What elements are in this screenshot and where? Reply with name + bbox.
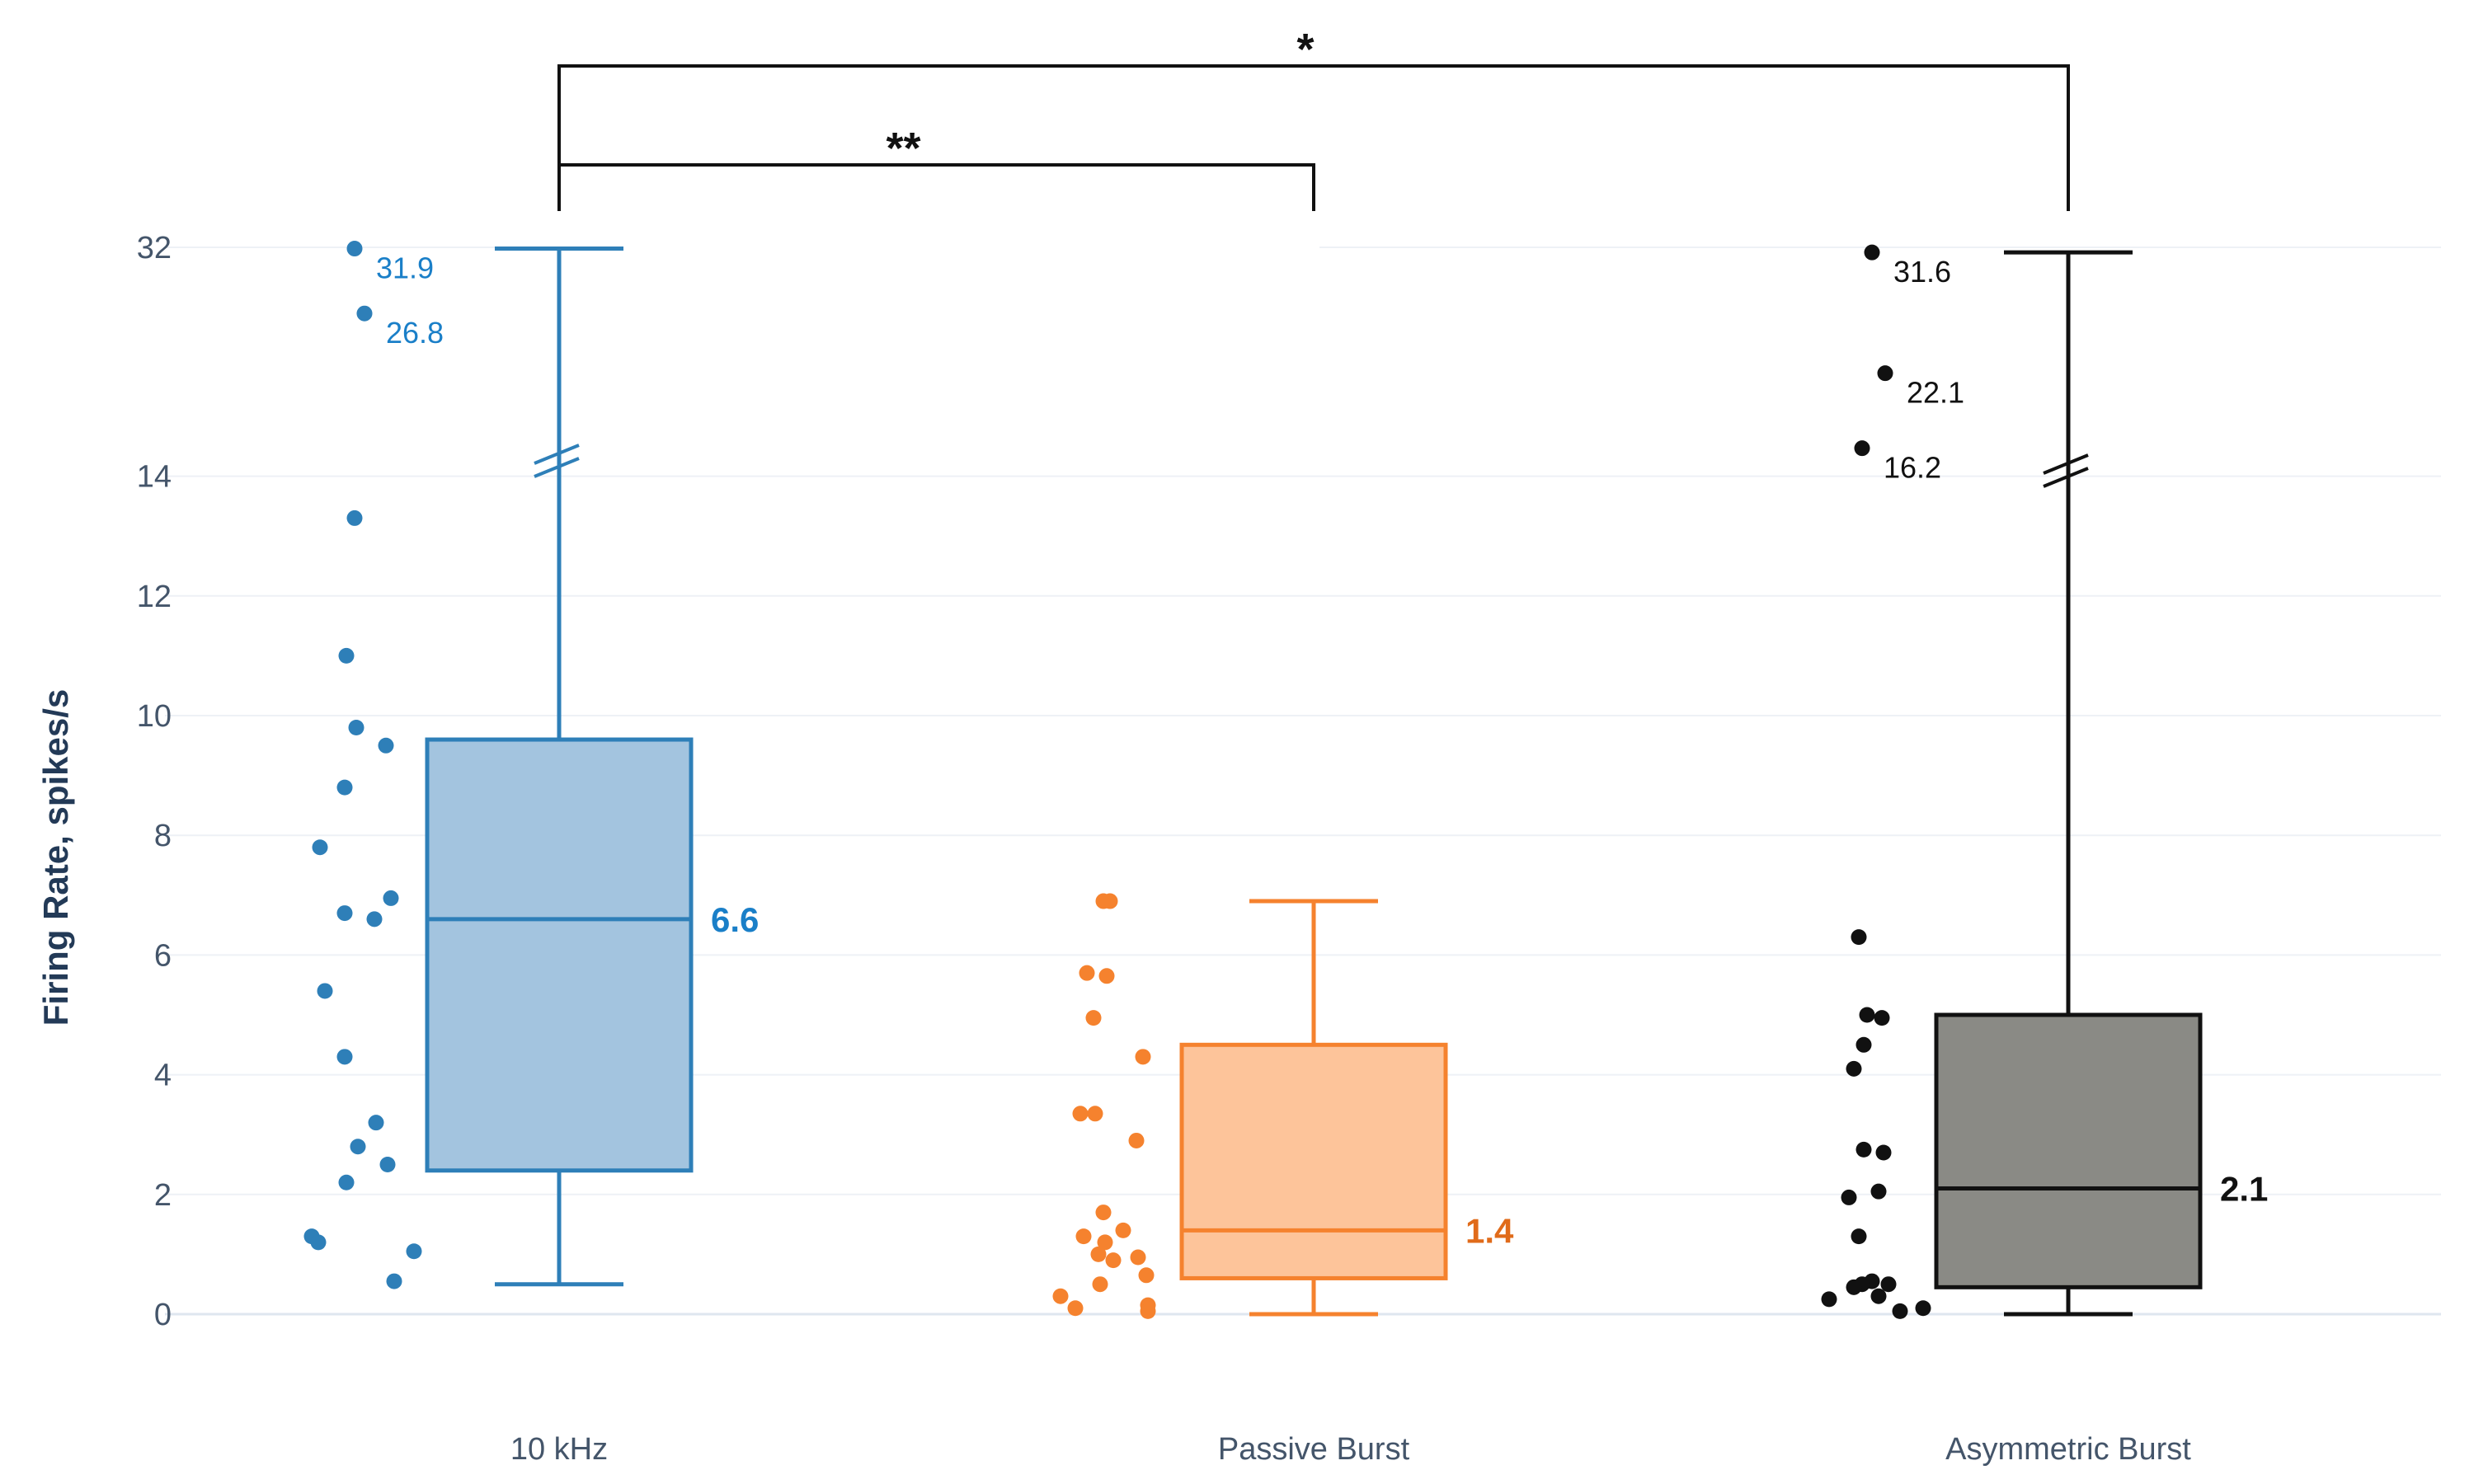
data-point — [378, 737, 394, 754]
x-category-label: Passive Burst — [1218, 1432, 1410, 1467]
data-point — [1128, 1132, 1145, 1148]
axis-break-mark — [2043, 467, 2089, 488]
data-point — [1090, 1246, 1107, 1262]
median-value-label: 2.1 — [2220, 1170, 2268, 1209]
y-tick-label: 2 — [154, 1178, 172, 1213]
iqr-box — [1934, 1012, 2203, 1289]
data-point — [1875, 1144, 1892, 1161]
x-category-label: 10 kHz — [510, 1432, 608, 1467]
data-point — [386, 1273, 402, 1289]
outlier-value-label: 26.8 — [386, 316, 444, 350]
data-point — [1856, 1141, 1872, 1158]
outlier-value-label: 31.9 — [376, 251, 434, 285]
data-point — [1115, 1222, 1131, 1238]
data-point — [1846, 1060, 1862, 1077]
data-point — [350, 1139, 366, 1155]
axis-break-mark — [534, 444, 580, 465]
significance-bracket — [557, 163, 1315, 211]
x-category-label: Asymmetric Burst — [1945, 1432, 2191, 1467]
y-tick-label: 6 — [154, 938, 172, 973]
median-value-label: 1.4 — [1465, 1211, 1514, 1250]
data-point — [1105, 1252, 1122, 1269]
data-point — [1874, 1010, 1890, 1026]
y-tick-label: 32 — [137, 231, 172, 265]
iqr-box — [1179, 1042, 1448, 1280]
data-point — [1095, 1205, 1112, 1221]
outlier-point — [1864, 244, 1880, 261]
outlier-point — [346, 241, 363, 257]
data-point — [1880, 1276, 1897, 1293]
y-tick-label: 0 — [154, 1298, 172, 1332]
data-point — [1092, 1276, 1108, 1293]
outlier-value-label: 31.6 — [1893, 255, 1951, 289]
data-point — [1138, 1267, 1155, 1284]
axis-break-mark — [2043, 453, 2089, 475]
data-point — [336, 1049, 353, 1065]
significance-label: * — [1296, 25, 1314, 74]
data-point — [310, 1234, 327, 1251]
y-tick-label: 4 — [154, 1059, 172, 1093]
data-point — [1140, 1303, 1156, 1319]
grid-gap — [528, 242, 1319, 252]
data-point — [1052, 1288, 1069, 1304]
data-point — [1915, 1300, 1931, 1317]
outlier-value-label: 16.2 — [1884, 451, 1941, 485]
data-point — [1097, 1234, 1113, 1251]
data-point — [1135, 1049, 1151, 1065]
y-axis-title: Firing Rate, spikes/s — [36, 689, 75, 1026]
data-point — [1098, 968, 1115, 984]
significance-label: ** — [886, 124, 920, 173]
data-point — [1067, 1300, 1084, 1317]
data-point — [1087, 1106, 1103, 1122]
data-point — [366, 911, 383, 928]
median-value-label: 6.6 — [711, 900, 759, 939]
data-point — [312, 839, 328, 856]
outlier-point — [1854, 440, 1870, 457]
data-point — [368, 1115, 384, 1131]
data-point — [1841, 1189, 1857, 1205]
outlier-point — [1877, 365, 1893, 382]
data-point — [1821, 1291, 1837, 1308]
outlier-value-label: 22.1 — [1907, 376, 1964, 410]
data-point — [348, 720, 365, 736]
y-tick-label: 8 — [154, 819, 172, 853]
data-point — [1851, 929, 1867, 946]
data-point — [338, 647, 355, 664]
data-point — [1085, 1010, 1102, 1026]
data-point — [1851, 1228, 1867, 1245]
data-point — [317, 983, 333, 999]
data-point — [336, 779, 353, 796]
data-point — [1130, 1249, 1146, 1266]
outlier-point — [356, 305, 373, 322]
y-tick-label: 14 — [137, 460, 172, 495]
data-point — [379, 1157, 396, 1172]
data-point — [383, 890, 399, 906]
data-point — [1856, 1036, 1872, 1053]
data-point — [1846, 1279, 1862, 1295]
iqr-box — [425, 737, 694, 1173]
data-point — [1859, 1007, 1875, 1023]
data-point — [1079, 965, 1095, 981]
y-tick-label: 10 — [137, 699, 172, 734]
data-point — [1870, 1183, 1887, 1200]
data-point — [1892, 1303, 1908, 1319]
data-point — [346, 510, 363, 526]
data-point — [1075, 1228, 1092, 1245]
data-point — [336, 905, 353, 922]
y-tick-label: 12 — [137, 580, 172, 614]
data-point — [1870, 1288, 1887, 1304]
data-point — [1072, 1106, 1089, 1122]
data-point — [338, 1174, 355, 1190]
significance-bracket — [557, 64, 2070, 211]
data-point — [406, 1243, 422, 1260]
axis-break-mark — [534, 457, 580, 478]
data-point — [1102, 893, 1118, 909]
